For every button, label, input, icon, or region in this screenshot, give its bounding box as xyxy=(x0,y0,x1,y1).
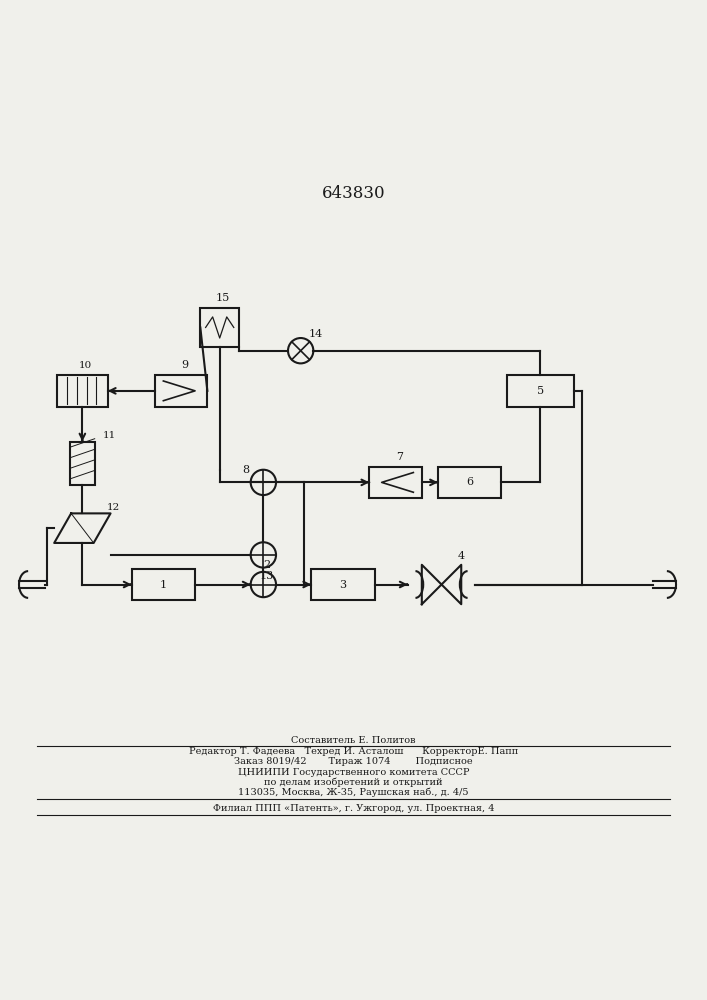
Text: 4: 4 xyxy=(457,551,464,561)
Text: 15: 15 xyxy=(216,293,230,303)
Bar xyxy=(438,467,501,498)
Text: 113035, Москва, Ж-35, Раушская наб., д. 4/5: 113035, Москва, Ж-35, Раушская наб., д. … xyxy=(238,788,469,797)
Text: 1: 1 xyxy=(160,580,167,590)
Text: Составитель Е. Политов: Составитель Е. Политов xyxy=(291,736,416,745)
Text: Заказ 8019/42       Тираж 1074        Подписное: Заказ 8019/42 Тираж 1074 Подписное xyxy=(234,757,473,766)
Text: 9: 9 xyxy=(181,360,188,370)
Text: Филиал ППП «Патенть», г. Ужгород, ул. Проектная, 4: Филиал ППП «Патенть», г. Ужгород, ул. Пр… xyxy=(213,804,494,813)
Text: 7: 7 xyxy=(396,452,403,462)
Bar xyxy=(57,375,107,407)
Text: 643830: 643830 xyxy=(322,185,385,202)
Bar xyxy=(70,442,95,485)
Text: 5: 5 xyxy=(537,386,544,396)
Text: по делам изобретений и открытий: по делам изобретений и открытий xyxy=(264,778,443,787)
Text: 8: 8 xyxy=(243,465,250,475)
Bar xyxy=(507,375,573,407)
Text: Редактор Т. Фадеева   Техред И. Асталош      КорректорЕ. Папп: Редактор Т. Фадеева Техред И. Асталош Ко… xyxy=(189,747,518,756)
Text: 3: 3 xyxy=(339,580,346,590)
Text: 13: 13 xyxy=(259,571,274,581)
Bar xyxy=(311,569,375,600)
Text: 14: 14 xyxy=(309,329,323,339)
Text: 12: 12 xyxy=(107,503,120,512)
Bar xyxy=(200,308,239,347)
Text: 11: 11 xyxy=(103,431,116,440)
Text: 2: 2 xyxy=(263,560,271,570)
Bar xyxy=(369,467,422,498)
Text: ЦНИИПИ Государственного комитета СССР: ЦНИИПИ Государственного комитета СССР xyxy=(238,768,469,777)
Text: 10: 10 xyxy=(79,361,93,370)
Text: 6: 6 xyxy=(466,477,473,487)
Bar xyxy=(155,375,207,407)
Bar xyxy=(132,569,195,600)
